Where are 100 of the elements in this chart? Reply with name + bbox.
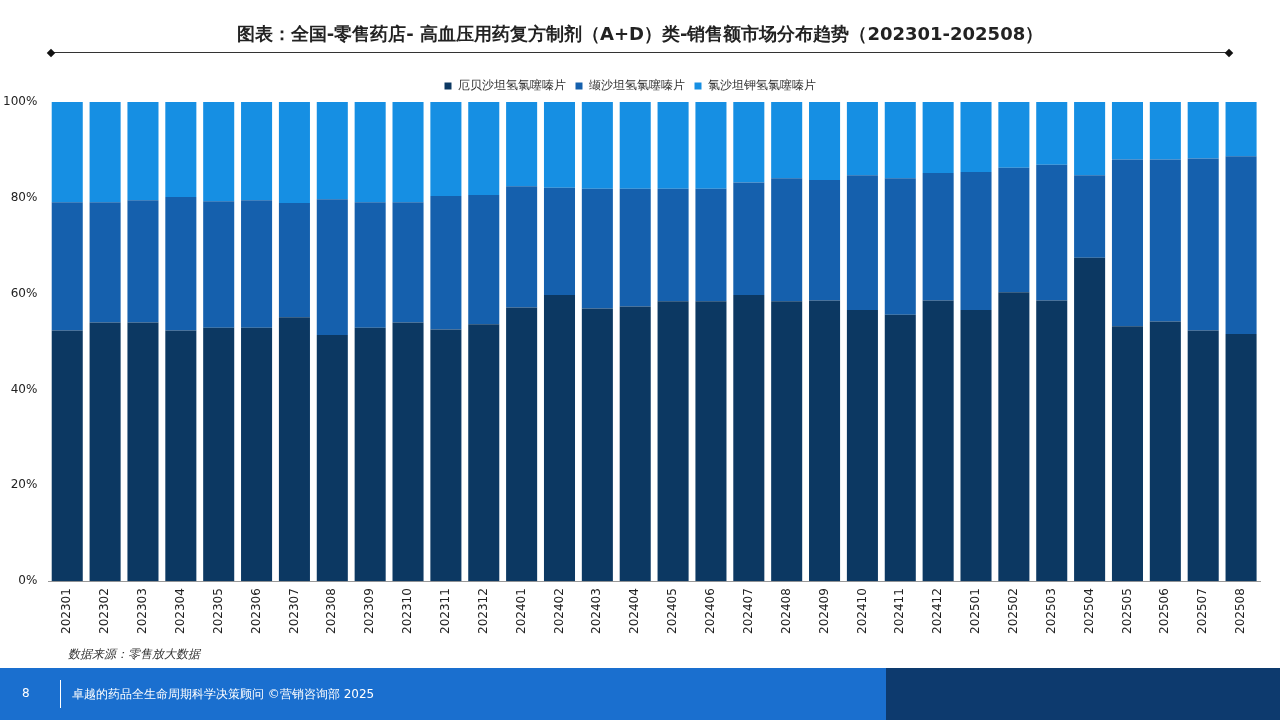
x-tick-label: 202410 [854,588,869,634]
bar [1036,164,1068,301]
bar [165,330,197,582]
x-tick-label: 202310 [400,588,415,634]
x-tick-label: 202505 [1119,588,1134,634]
x-tick-label: 202502 [1006,588,1020,634]
text: 卓越的药品全生命周期科学决策顾问 ©营销咨询部 2025 [72,686,375,703]
bar [316,102,348,200]
y-tick-label: 20% [10,477,38,492]
bar [846,175,878,310]
bar [809,180,841,301]
x-tick-label: 202305 [210,588,225,634]
bar [89,322,121,582]
bar [809,300,841,582]
bar [657,188,689,302]
bar [1111,159,1143,327]
bar [581,308,613,582]
bar [771,102,803,179]
x-tick-label: 202504 [1081,588,1096,634]
bar [392,202,424,323]
bar [581,102,613,189]
bar [203,102,235,202]
bar [203,327,235,582]
bar [1111,326,1143,582]
y-tick-label: 80% [10,189,38,204]
bar [241,200,273,328]
bar [657,301,689,582]
bar [430,329,462,582]
bar [1187,330,1219,582]
bar [619,188,651,307]
chart-title: 图表：全国-零售药店- 高血压用药复方制剂（A+D）类-销售额市场分布趋势（202301-202508） [235,22,1045,46]
bar [619,306,651,582]
bar [506,102,538,187]
x-tick-label: 202402 [551,588,566,634]
bar [278,102,310,204]
bar [203,201,235,328]
bar [354,327,386,582]
bar [771,178,803,302]
bar [695,188,727,302]
bar [543,187,576,296]
bar [581,188,613,309]
bar [1074,257,1106,582]
x-tick-label: 202407 [740,588,755,634]
bar [127,200,159,323]
bar [1074,175,1106,258]
bar [51,102,83,203]
bar [695,102,727,189]
bar [846,309,878,582]
y-tick-label: 0% [18,573,38,588]
bar [165,102,197,197]
x-tick-label: 202303 [135,588,150,634]
bar [430,102,462,196]
bar [922,300,954,582]
bar [89,202,121,323]
bar [733,102,765,183]
bar [884,102,916,179]
bar [998,167,1030,293]
y-tick-label: 40% [10,381,38,396]
bar [846,102,878,176]
bar [543,295,576,582]
bar [468,194,500,325]
bar [543,102,576,188]
source-note: 数据来源：零售放大数据 [68,646,200,663]
bar [51,202,83,331]
x-tick-label: 202507 [1195,588,1210,634]
bar [1036,300,1068,582]
x-tick-label: 202503 [1043,588,1058,634]
bar [1111,102,1143,160]
bar [809,102,841,181]
x-tick-label: 202302 [97,588,112,634]
bar [51,330,83,582]
bar [354,202,386,328]
x-tick-label: 202309 [362,588,377,634]
x-tick-label: 202312 [475,588,490,634]
text: 8 [22,686,30,700]
x-tick-label: 202412 [930,588,945,634]
bar [1149,159,1181,322]
bar [960,102,992,172]
bar [127,322,159,582]
bar [278,203,310,318]
bar [506,186,538,308]
x-tick-label: 202405 [665,588,680,634]
bar [468,324,500,582]
legend-label: 厄贝沙坦氢氯噻嗪片 [457,78,566,93]
bar [1187,102,1219,159]
bar [1225,102,1257,157]
bar [619,102,651,189]
bar [392,322,424,582]
bar [165,196,197,331]
legend-label: 缬沙坦氢氯噻嗪片 [588,78,685,93]
bar [998,102,1030,168]
x-tick-label: 202406 [703,588,718,634]
bar [771,301,803,582]
bar [733,182,765,296]
bar [278,317,310,582]
bar [695,301,727,582]
bar [1074,102,1106,176]
x-tick-label: 202401 [513,588,528,634]
x-tick-label: 202409 [816,588,831,634]
bar [1149,102,1181,160]
